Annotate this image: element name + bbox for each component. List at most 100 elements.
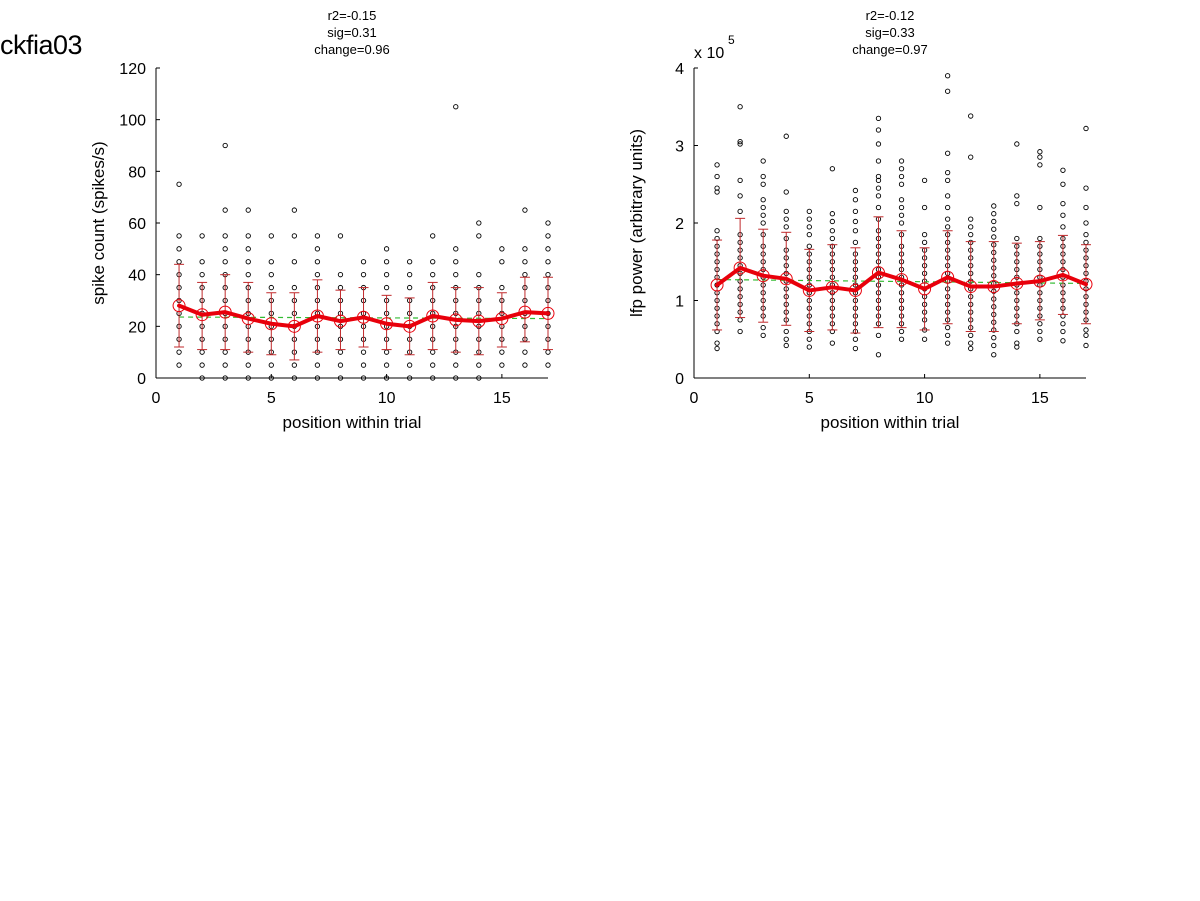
scatter-point — [360, 362, 367, 368]
scatter-point — [314, 362, 321, 368]
scatter-point — [245, 259, 251, 265]
scatter-point — [545, 246, 551, 252]
scatter-point — [714, 228, 720, 234]
y-tick-label: 60 — [128, 216, 146, 233]
scatter-point — [968, 345, 974, 352]
x-tick-label: 0 — [690, 390, 699, 407]
scatter-point — [1014, 193, 1020, 199]
scatter-point — [944, 204, 951, 211]
mean-marker — [195, 308, 209, 322]
scatter-point — [806, 243, 812, 249]
scatter-point — [430, 233, 436, 239]
scatter-point — [499, 259, 505, 265]
scatter-point — [176, 246, 182, 252]
scatter-point — [522, 349, 528, 355]
scatter-point — [852, 187, 859, 194]
scatter-point — [806, 208, 812, 215]
scatter-point — [875, 193, 882, 199]
scatter-point — [852, 208, 859, 215]
scatter-point — [360, 375, 367, 381]
scatter-point — [1083, 185, 1089, 191]
scatter-point — [1037, 336, 1043, 342]
scatter-point — [337, 284, 344, 291]
scatter-point — [829, 166, 836, 172]
scatter-point — [944, 177, 951, 184]
scatter-point — [337, 233, 344, 239]
scatter-point — [991, 203, 997, 209]
y-tick-label: 1 — [675, 294, 684, 311]
scatter-point — [783, 208, 789, 215]
mean-marker — [710, 278, 724, 292]
scatter-point — [806, 344, 812, 350]
scatter-point — [898, 166, 905, 172]
scatter-point — [737, 138, 743, 145]
scatter-point — [176, 259, 182, 265]
x-tick-label: 10 — [916, 390, 934, 407]
scatter-point — [268, 233, 274, 239]
scatter-point — [714, 345, 720, 352]
x-tick-label: 5 — [267, 390, 276, 407]
scatter-point — [1083, 332, 1089, 339]
scatter-point — [522, 272, 528, 278]
scatter-point — [968, 340, 974, 346]
scatter-point — [875, 141, 882, 147]
scatter-point — [1037, 235, 1043, 242]
scatter-point — [875, 185, 882, 191]
scatter-point — [898, 204, 905, 211]
scatter-point — [898, 197, 905, 203]
scatter-point — [314, 246, 321, 252]
scatter-point — [1083, 125, 1089, 132]
chart-title-line: sig=0.33 — [865, 25, 915, 40]
scatter-point — [406, 284, 413, 291]
x-tick-label: 10 — [378, 390, 396, 407]
scatter-point — [383, 272, 390, 278]
scatter-point — [760, 158, 766, 164]
scatter-point — [360, 259, 367, 265]
mean-marker — [541, 306, 555, 320]
scatter-point — [1060, 167, 1066, 173]
scatter-point — [1037, 149, 1043, 155]
x-tick-label: 0 — [152, 390, 161, 407]
scatter-point — [714, 162, 720, 168]
chart-title-line: change=0.96 — [314, 42, 390, 57]
scatter-point — [545, 362, 551, 368]
scatter-point — [921, 177, 928, 184]
scatter-point — [944, 150, 951, 156]
scatter-point — [268, 375, 274, 381]
scatter-point — [806, 216, 812, 222]
scatter-point — [1014, 340, 1020, 346]
scatter-point — [1060, 321, 1066, 327]
scatter-point — [383, 375, 390, 381]
scatter-point — [852, 239, 859, 246]
mean-line — [177, 303, 550, 329]
mean-marker — [472, 314, 486, 328]
scatter-point — [383, 284, 390, 291]
scatter-point — [783, 328, 789, 335]
scatter-point — [430, 272, 436, 278]
scatter-point — [783, 189, 789, 195]
scatter-point — [406, 272, 413, 278]
scatter-point — [245, 362, 251, 368]
scatter-point — [476, 220, 482, 226]
scatter-point — [199, 233, 205, 239]
scatter-point — [337, 362, 344, 368]
scatter-point — [944, 73, 951, 79]
scatter-point — [760, 220, 766, 226]
scatter-point — [944, 332, 951, 339]
scatter-point — [944, 340, 951, 346]
mean-marker — [380, 317, 394, 331]
scatter-point — [760, 212, 766, 218]
scatter-point — [806, 224, 812, 230]
scatter-point — [829, 228, 836, 234]
scatter-point — [944, 193, 951, 199]
scatter-point — [714, 340, 720, 346]
scatter-point — [829, 235, 836, 242]
scatter-point — [1037, 154, 1043, 160]
scatter-point — [1060, 181, 1066, 187]
scatter-point — [1037, 204, 1043, 211]
scatter-point — [245, 207, 251, 213]
scatter-point — [314, 259, 321, 265]
scatter-point — [898, 181, 905, 187]
x-tick-label: 15 — [493, 390, 511, 407]
scatter-point — [337, 272, 344, 278]
